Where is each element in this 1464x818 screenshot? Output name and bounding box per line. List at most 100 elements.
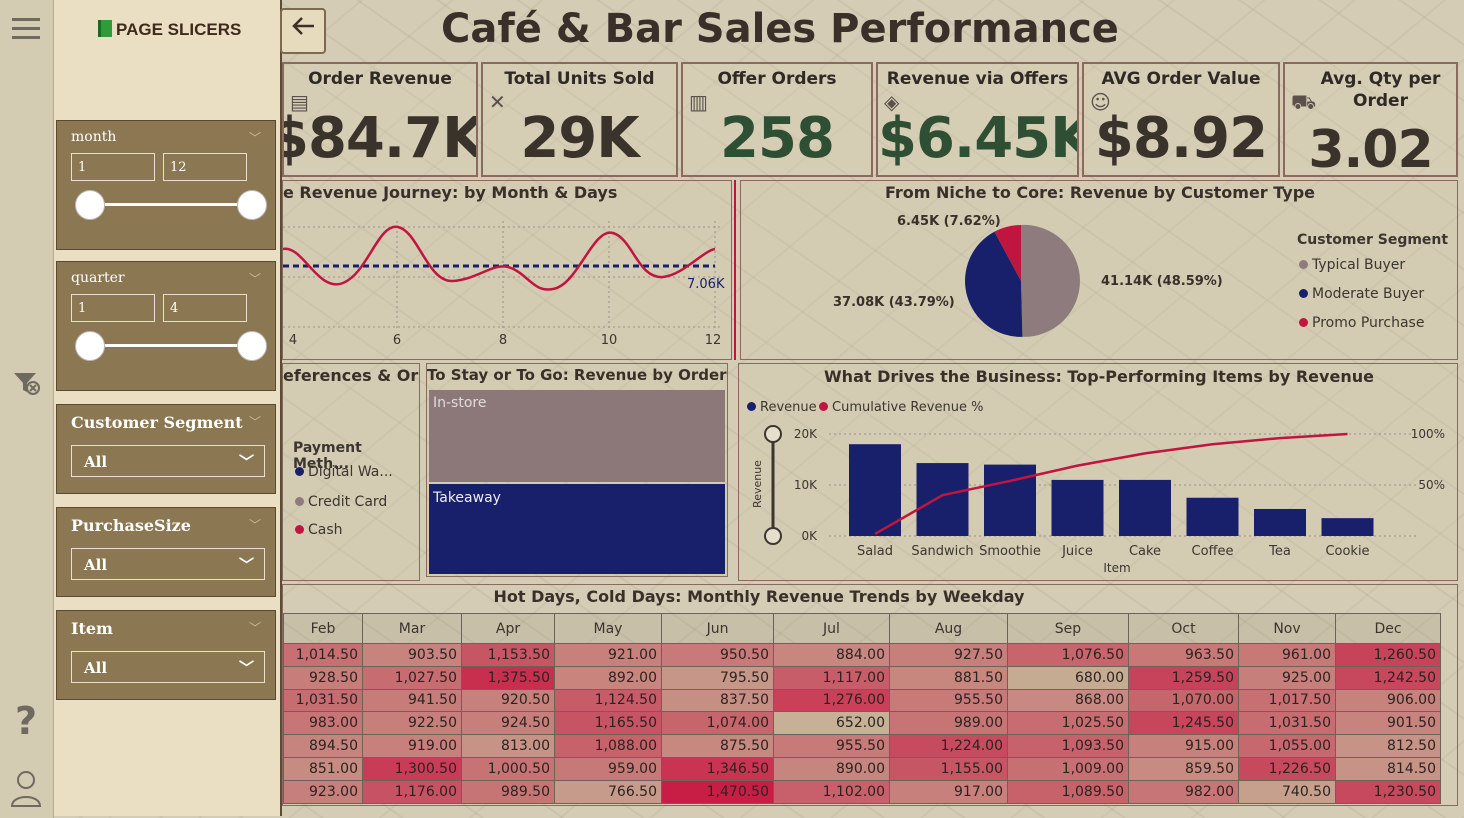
heatmap-cell: 901.50 xyxy=(1335,711,1441,736)
treemap-tile-takeaway[interactable]: Takeaway xyxy=(429,484,725,574)
heatmap-cell: 1,276.00 xyxy=(773,688,890,713)
legend-item[interactable]: Moderate Buyer xyxy=(1299,286,1424,302)
legend-item[interactable]: Cumulative Revenue % xyxy=(819,400,983,415)
x-tick: 4 xyxy=(289,333,297,348)
heatmap-cell: 1,259.50 xyxy=(1128,665,1239,690)
month-to-input[interactable]: 12 xyxy=(163,153,247,181)
chevron-down-icon[interactable]: ﹀ xyxy=(248,621,261,635)
heatmap-cell: 795.50 xyxy=(661,665,774,690)
column-header[interactable]: May xyxy=(554,613,662,644)
filter-clear-icon[interactable] xyxy=(9,368,43,402)
money-icon: ◈ xyxy=(884,90,900,114)
heatmap-cell: 1,009.00 xyxy=(1007,756,1129,781)
x-tick-label: Salad xyxy=(857,544,893,559)
column-header[interactable]: Oct xyxy=(1128,613,1239,644)
heatmap-cell: 1,224.00 xyxy=(889,734,1008,758)
column-header[interactable]: Aug xyxy=(889,613,1008,644)
kpi-total-units: Total Units Sold ✕ 29K xyxy=(481,62,678,177)
month-range-track xyxy=(91,203,251,206)
cart-icon: ⛟ xyxy=(1291,90,1317,114)
legend-item[interactable]: Typical Buyer xyxy=(1299,257,1405,273)
pie-slice-moderate xyxy=(965,231,1023,337)
left-rail: ? xyxy=(0,0,54,818)
segment-dropdown[interactable]: All ﹀ xyxy=(71,445,265,477)
treemap-tile-instore[interactable]: In-store xyxy=(429,390,725,482)
legend-item[interactable]: Digital Wa... xyxy=(295,464,393,480)
book-icon xyxy=(98,20,112,37)
tile-label: In-store xyxy=(433,395,487,411)
legend-dot xyxy=(1299,289,1308,298)
chevron-down-icon[interactable]: ﹀ xyxy=(248,131,261,145)
chevron-down-icon[interactable]: ﹀ xyxy=(248,272,261,286)
month-from-input[interactable]: 1 xyxy=(71,153,155,181)
chevron-down-icon[interactable]: ﹀ xyxy=(248,518,261,532)
quarter-to-input[interactable]: 4 xyxy=(163,294,247,322)
purchase-size-dropdown[interactable]: All ﹀ xyxy=(71,548,265,580)
x-tick-label: Coffee xyxy=(1192,544,1234,559)
legend-item[interactable]: Cash xyxy=(295,522,343,538)
quarter-max-handle[interactable] xyxy=(237,331,267,361)
table-row: 1,031.50 941.50 920.50 1,124.50 837.50 1,276.… xyxy=(283,688,1441,713)
x-tick-label: Cake xyxy=(1129,544,1161,559)
item-dropdown[interactable]: All ﹀ xyxy=(71,651,265,683)
kpi-value: 3.02 xyxy=(1308,120,1433,177)
user-icon[interactable] xyxy=(9,768,43,807)
chevron-down-icon[interactable]: ﹀ xyxy=(248,415,261,429)
order-type-treemap[interactable]: To Stay or To Go: Revenue by Order Type … xyxy=(426,363,728,577)
payment-preferences-chart[interactable]: eferences & Order Payment Meth... Digita… xyxy=(282,363,420,581)
column-header[interactable]: Apr xyxy=(461,613,555,644)
y2-tick-label: 50% xyxy=(1418,478,1445,492)
heatmap-cell: 859.50 xyxy=(1128,756,1239,781)
heatmap-cell: 959.00 xyxy=(554,756,662,781)
quarter-min-handle[interactable] xyxy=(75,331,105,361)
heatmap-cell: 906.00 xyxy=(1335,688,1441,713)
legend-dot xyxy=(1299,318,1308,327)
legend-item[interactable]: Credit Card xyxy=(295,494,387,510)
zoom-slider-handle[interactable] xyxy=(764,425,782,443)
bar-chart-plot: Revenue Item 0K 10K 20K 50% 100% Salad Sandwic… xyxy=(751,425,1445,575)
heatmap-cell: 1,000.50 xyxy=(461,756,555,781)
revenue-journey-chart[interactable]: e Revenue Journey: by Month & Days 7.06K… xyxy=(282,180,732,360)
heatmap-cell: 1,027.50 xyxy=(362,665,462,690)
purchase-size-slicer: PurchaseSize ﹀ All ﹀ xyxy=(56,507,276,597)
heatmap-cell: 1,017.50 xyxy=(1238,688,1336,713)
heatmap-cell: 1,470.50 xyxy=(661,779,774,804)
heatmap-cell: 890.00 xyxy=(773,756,890,781)
y2-tick-label: 100% xyxy=(1411,427,1445,441)
zoom-slider-handle[interactable] xyxy=(764,527,782,545)
column-header[interactable]: Feb xyxy=(283,613,363,644)
menu-icon[interactable] xyxy=(9,14,43,48)
heatmap-cell: 652.00 xyxy=(773,711,890,736)
heatmap-cell: 955.50 xyxy=(773,734,890,758)
column-header[interactable]: Jun xyxy=(661,613,774,644)
column-header[interactable]: Sep xyxy=(1007,613,1129,644)
legend-item[interactable]: Revenue xyxy=(747,400,817,415)
legend-dot xyxy=(295,497,304,506)
kpi-title: Avg. Qty per Order xyxy=(1320,69,1441,111)
table-row: 983.00 922.50 924.50 1,165.50 1,074.00 652.00… xyxy=(283,711,1441,736)
legend-title: Payment Meth... xyxy=(293,440,362,472)
column-header[interactable]: Dec xyxy=(1335,613,1441,644)
heatmap-cell: 1,088.00 xyxy=(554,734,662,758)
column-header[interactable]: Nov xyxy=(1238,613,1336,644)
slicer-panel: PAGE SLICERS month ﹀ 1 12 quarter ﹀ 1 4 … xyxy=(54,0,282,816)
heatmap-cell: 989.50 xyxy=(461,779,555,804)
heatmap-cell: 884.00 xyxy=(773,643,890,667)
back-arrow-button[interactable] xyxy=(280,8,326,54)
kpi-value: $6.45K xyxy=(878,106,1079,171)
pie-slice-promo xyxy=(994,224,1021,281)
legend-item[interactable]: Promo Purchase xyxy=(1299,315,1424,331)
customer-type-pie-chart[interactable]: From Niche to Core: Revenue by Customer … xyxy=(740,180,1458,360)
month-min-handle[interactable] xyxy=(75,190,105,220)
column-header[interactable]: Mar xyxy=(362,613,462,644)
column-header[interactable]: Jul xyxy=(773,613,890,644)
month-max-handle[interactable] xyxy=(237,190,267,220)
top-items-bar-chart[interactable]: What Drives the Business: Top-Performing… xyxy=(738,363,1458,581)
heatmap-cell: 917.00 xyxy=(889,779,1008,804)
heatmap-header-row: Feb Mar Apr May Jun Jul Aug Sep Oct Nov Dec xyxy=(283,613,1441,644)
cumulative-line xyxy=(874,432,1348,536)
quarter-from-input[interactable]: 1 xyxy=(71,294,155,322)
heatmap-cell: 983.00 xyxy=(283,711,363,736)
help-icon[interactable]: ? xyxy=(14,699,38,743)
legend-dot xyxy=(295,467,304,476)
